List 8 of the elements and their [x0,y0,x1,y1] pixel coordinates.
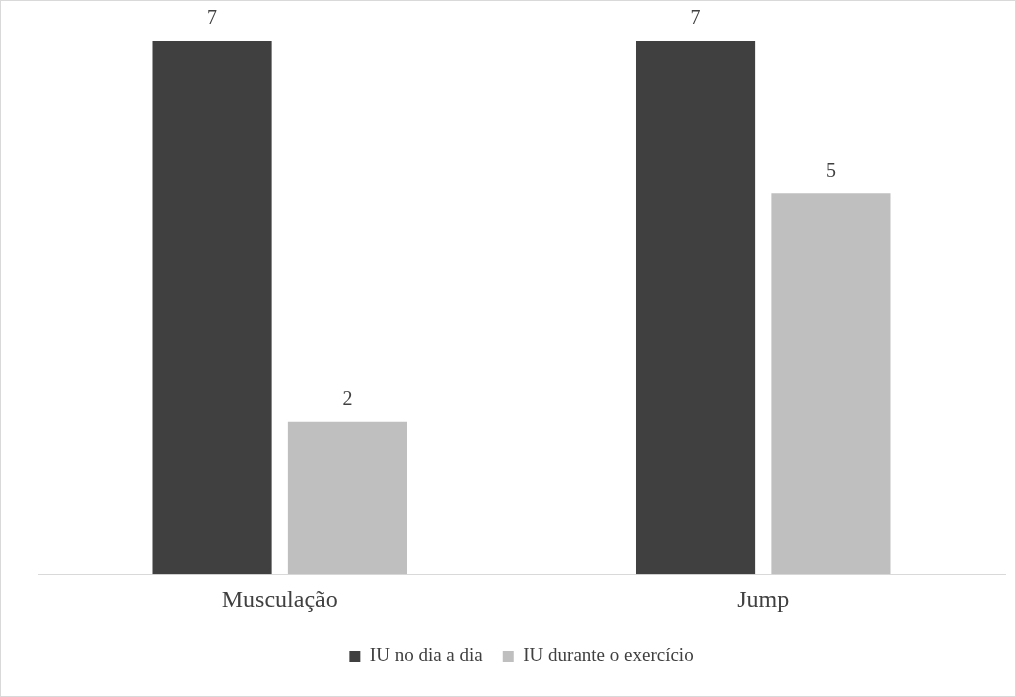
data-label: 2 [342,387,353,410]
x-tick-label: Musculação [221,585,338,612]
legend-label: IU no dia a dia [369,644,484,666]
data-label: 7 [690,6,701,29]
data-label: 5 [825,158,836,181]
legend-label: IU durante o exercício [523,644,694,666]
data-label: 7 [207,6,218,29]
x-tick-label: Jump [737,585,790,612]
